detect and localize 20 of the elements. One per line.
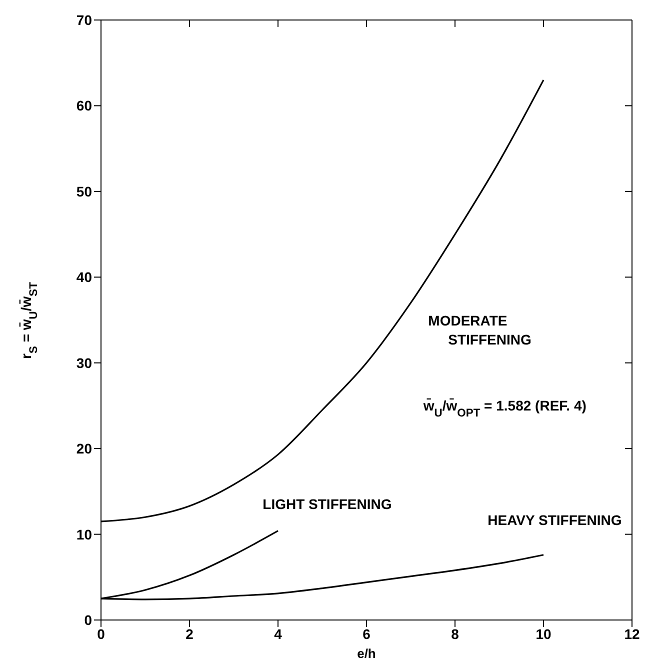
x-tick-label: 12	[624, 626, 640, 642]
x-tick-label: 8	[451, 626, 460, 642]
series-label: LIGHT STIFFENING	[262, 496, 392, 512]
annotation: w̄$_{U}$/w̄$_{OPT}$ = 1.582 (REF. 4)	[422, 397, 586, 420]
y-tick-label: 30	[76, 354, 92, 371]
y-tick-label: 70	[76, 12, 92, 28]
y-tick-label: 10	[76, 526, 92, 542]
y-tick-label: 0	[84, 612, 92, 628]
x-axis-title: e/h	[357, 646, 376, 661]
x-tick-label: 0	[97, 626, 106, 642]
y-tick-label: 50	[76, 183, 92, 200]
x-tick-label: 6	[362, 626, 371, 642]
x-tick-label: 4	[274, 626, 282, 642]
y-tick-label: 20	[76, 440, 92, 457]
text: HEAVY STIFFENING	[488, 512, 622, 528]
y-tick-label: 40	[76, 269, 92, 286]
y-tick-label: 60	[76, 98, 92, 114]
x-tick-label: 10	[536, 626, 552, 642]
x-tick-label: 2	[186, 626, 194, 642]
series-label: MODERATE STIFFENING	[428, 312, 532, 348]
